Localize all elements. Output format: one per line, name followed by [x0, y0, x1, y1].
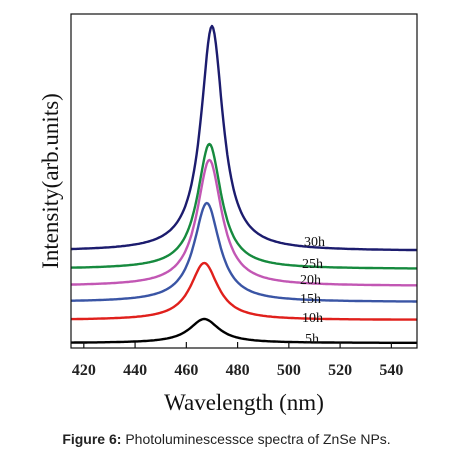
x-tick-label-520: 520 [328, 362, 352, 379]
figure-caption: Figure 6: Photoluminescessce spectra of … [0, 431, 453, 447]
series-line-25h [70, 142, 417, 270]
x-tick-label-460: 460 [174, 362, 198, 379]
series-line-5h [71, 317, 417, 344]
x-tick-label-480: 480 [226, 362, 250, 379]
figure-caption-label: Figure 6: [62, 431, 122, 447]
series-lines [70, 24, 418, 344]
pl-spectra-chart: 420 440 460 480 500 520 540 5h10h15h20h25h30h … [38, 13, 418, 415]
figure-caption-text: Photoluminescessce spectra of ZnSe NPs. [121, 431, 391, 447]
series-line-10h [71, 261, 418, 321]
x-tick-label-420: 420 [72, 362, 96, 379]
series-line-20h [70, 158, 418, 287]
series-label-5h: 5h [305, 332, 319, 347]
series-line-15h [71, 201, 417, 303]
x-tick-label-440: 440 [123, 362, 147, 379]
series-line-30h [71, 24, 418, 252]
series-label-30h: 30h [304, 235, 325, 250]
x-axis-title: Wavelength (nm) [164, 390, 324, 415]
x-tick-label-540: 540 [379, 362, 403, 379]
x-tick-label-500: 500 [277, 362, 301, 379]
y-axis-title: Intensity(arb.units) [38, 93, 63, 269]
plot-frame [70, 13, 418, 349]
series-label-10h: 10h [302, 311, 323, 326]
series-label-25h: 25h [302, 257, 323, 272]
x-axis-ticks: 420 440 460 480 500 520 540 [72, 342, 403, 379]
series-label-20h: 20h [300, 273, 321, 288]
series-label-15h: 15h [300, 292, 321, 307]
